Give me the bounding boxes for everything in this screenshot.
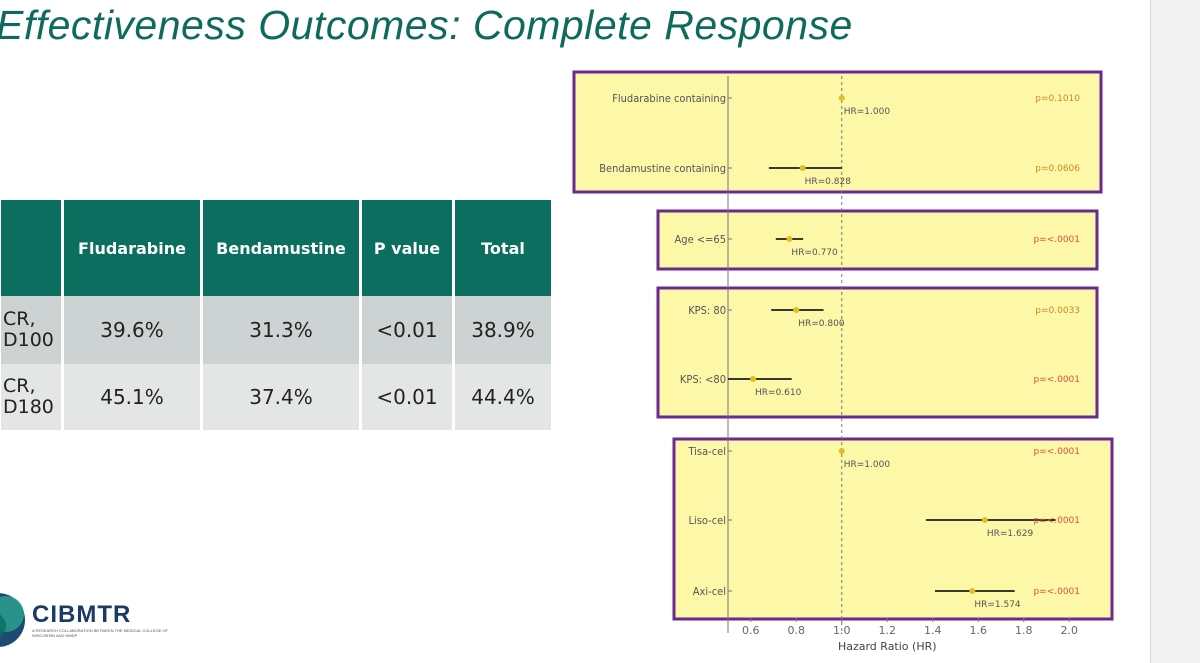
table-header-bendamustine: Bendamustine (203, 200, 359, 296)
cell-fludarabine: 39.6% (64, 296, 200, 364)
table-header-p-value: P value (362, 200, 452, 296)
slide-title: Effectiveness Outcomes: Complete Respons… (0, 2, 853, 48)
forest-p-label: p=0.0606 (1035, 164, 1080, 174)
cell-p-value: <0.01 (362, 296, 452, 364)
forest-hr-label: HR=0.800 (798, 319, 845, 329)
forest-point (981, 517, 988, 523)
table-header-fludarabine: Fludarabine (64, 200, 200, 296)
logo-name: CIBMTR (32, 601, 132, 628)
forest-hr-label: HR=1.000 (844, 460, 891, 470)
x-tick-label: 1.0 (833, 624, 851, 637)
cibmtr-logo: CIBMTR A RESEARCH COLLABORATION BETWEEN … (0, 592, 182, 648)
forest-point (793, 307, 800, 313)
forest-row-label: Liso-cel (688, 514, 726, 527)
row-label-line1: CR, (3, 308, 36, 330)
x-tick-label: 0.8 (788, 624, 806, 637)
forest-p-label: p=<.0001 (1033, 447, 1080, 457)
row-label-line2: D180 (3, 396, 54, 418)
forest-row-label: Age <=65 (675, 233, 726, 246)
forest-point (786, 236, 793, 242)
forest-p-label: p=<.0001 (1033, 587, 1080, 597)
forest-row-label: KPS: 80 (688, 304, 726, 317)
forest-point (838, 95, 845, 101)
row-label: CR, D100 (1, 296, 61, 364)
forest-row-label: Bendamustine containing (599, 162, 726, 175)
forest-hr-label: HR=0.610 (755, 388, 802, 398)
table-row: CR, D100 39.6% 31.3% <0.01 38.9% (1, 296, 551, 364)
x-tick-label: 0.6 (742, 624, 760, 637)
forest-point (750, 376, 757, 382)
forest-p-label: p=0.0033 (1035, 306, 1080, 316)
forest-point (969, 588, 976, 594)
forest-hr-label: HR=1.574 (974, 600, 1021, 610)
forest-hr-label: HR=0.770 (791, 248, 838, 258)
forest-p-label: p=<.0001 (1033, 235, 1080, 245)
forest-p-label: p=<.0001 (1033, 375, 1080, 385)
x-tick-label: 1.4 (924, 624, 942, 637)
slide: Effectiveness Outcomes: Complete Respons… (0, 2, 1114, 653)
forest-hr-label: HR=1.629 (987, 529, 1034, 539)
forest-panel-2 (656, 209, 1099, 271)
forest-row-label: Tisa-cel (687, 445, 726, 458)
forest-point (838, 448, 845, 454)
cell-total: 44.4% (455, 364, 551, 430)
table-header-row: Fludarabine Bendamustine P value Total (1, 200, 551, 296)
x-tick-label: 1.2 (879, 624, 897, 637)
cibmtr-logo-mark-icon (0, 593, 25, 647)
forest-row-label: KPS: <80 (680, 373, 726, 386)
cell-p-value: <0.01 (362, 364, 452, 430)
forest-row-label: Fludarabine containing (612, 92, 726, 105)
table-header-blank (1, 200, 61, 296)
cell-fludarabine: 45.1% (64, 364, 200, 430)
forest-point (799, 165, 806, 171)
logo-tagline: A RESEARCH COLLABORATION BETWEEN THE MED… (32, 628, 168, 638)
forest-row-label: Axi-cel (693, 585, 726, 598)
row-label-line1: CR, (3, 375, 36, 397)
forest-hr-label: HR=0.828 (805, 177, 852, 187)
forest-p-label: p=0.1010 (1035, 94, 1080, 104)
complete-response-table: Fludarabine Bendamustine P value Total C… (0, 200, 554, 430)
right-panel-strip (1150, 0, 1200, 663)
logo-text: CIBMTR A RESEARCH COLLABORATION BETWEEN … (32, 601, 182, 639)
row-label: CR, D180 (1, 364, 61, 430)
row-label-line2: D100 (3, 329, 54, 351)
forest-panel-1 (572, 70, 1103, 194)
cell-bendamustine: 37.4% (203, 364, 359, 430)
forest-hr-label: HR=1.000 (844, 107, 891, 117)
forest-p-label: p=<.0001 (1033, 516, 1080, 526)
forest-panel-4 (672, 437, 1114, 621)
x-tick-label: 1.8 (1015, 624, 1033, 637)
table-row: CR, D180 45.1% 37.4% <0.01 44.4% (1, 364, 551, 430)
x-tick-label: 2.0 (1061, 624, 1079, 637)
forest-plot: Fludarabine containing HR=1.000 p=0.1010 Be… (572, 70, 1114, 653)
x-axis-label: Hazard Ratio (HR) (838, 640, 937, 653)
cell-bendamustine: 31.3% (203, 296, 359, 364)
cell-total: 38.9% (455, 296, 551, 364)
table-header-total: Total (455, 200, 551, 296)
x-tick-label: 1.6 (970, 624, 988, 637)
